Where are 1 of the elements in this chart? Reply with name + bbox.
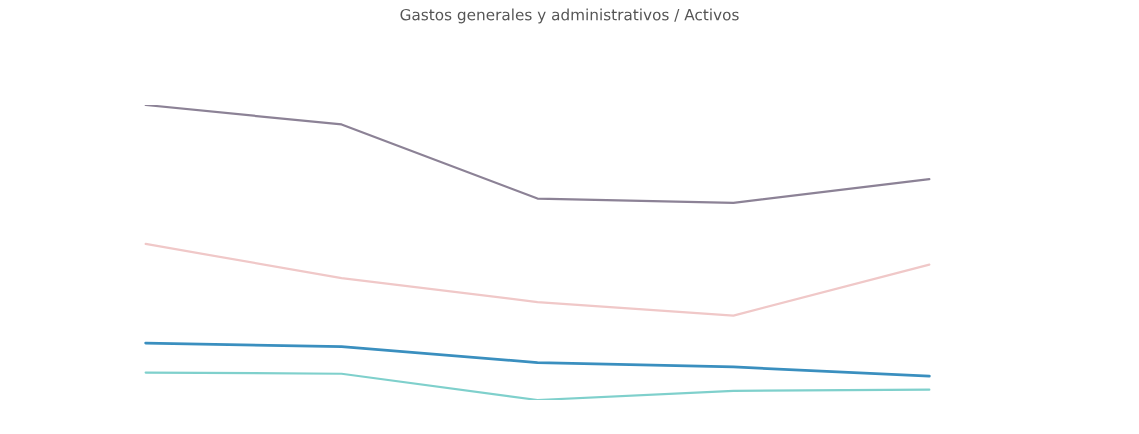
chart-title: Gastos generales y administrativos / Activos: [400, 8, 739, 24]
